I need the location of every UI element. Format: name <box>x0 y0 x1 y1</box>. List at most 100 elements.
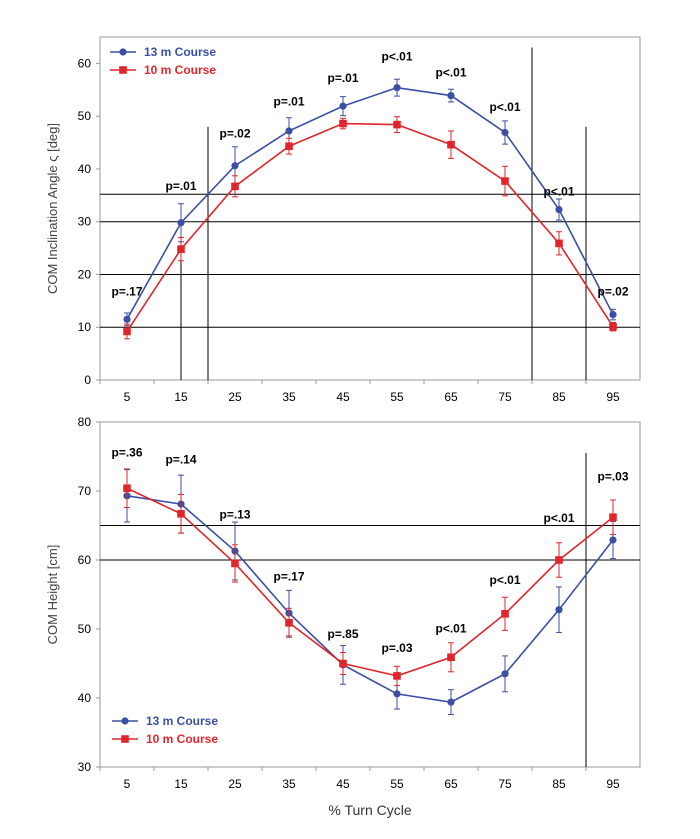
x-tick-label: 5 <box>124 777 131 791</box>
data-point-circle <box>555 205 563 214</box>
x-tick-label: 95 <box>606 777 620 791</box>
p-value-label: p=.02 <box>597 285 628 299</box>
p-value-label: p=.01 <box>273 95 304 109</box>
data-point-circle <box>501 670 509 678</box>
x-tick-label: 35 <box>282 390 296 404</box>
x-tick-label: 65 <box>444 390 458 404</box>
legend-label: 10 m Course <box>144 63 216 77</box>
y-tick-label: 70 <box>78 484 92 498</box>
x-tick-label: 25 <box>228 777 242 791</box>
data-point-square <box>285 618 293 627</box>
data-point-circle <box>555 606 563 614</box>
x-tick-label: 75 <box>498 390 512 404</box>
data-point-square <box>177 509 185 518</box>
data-point-circle <box>123 315 131 323</box>
p-value-label: p=.03 <box>381 641 412 655</box>
data-point-square <box>393 120 401 129</box>
data-point-square <box>555 556 563 564</box>
x-tick-label: 25 <box>228 390 242 404</box>
p-value-label: p=.17 <box>273 570 304 584</box>
legend-label: 13 m Course <box>144 45 216 59</box>
p-value-label: p<.01 <box>489 573 520 587</box>
x-tick-label: 55 <box>390 390 404 404</box>
data-point-circle <box>447 698 455 706</box>
legend-label: 10 m Course <box>146 732 218 746</box>
data-point-square <box>447 140 455 149</box>
series-line-blue <box>126 86 614 320</box>
x-tick-label: 65 <box>444 777 458 791</box>
data-point-circle <box>177 219 185 227</box>
data-point-square <box>177 245 185 253</box>
x-tick-label: 85 <box>552 390 566 404</box>
x-tick-label: 15 <box>174 390 188 404</box>
x-tick-label: 5 <box>124 390 131 404</box>
data-point-square <box>231 182 239 191</box>
x-tick-label: 95 <box>606 390 620 404</box>
p-value-label: p=.14 <box>165 452 196 466</box>
p-value-label: p=.01 <box>327 71 358 85</box>
legend-marker-square <box>121 735 129 743</box>
x-tick-label: 45 <box>336 777 350 791</box>
p-value-label: p<.01 <box>381 50 412 64</box>
p-value-label: p<.01 <box>435 621 466 635</box>
data-point-square <box>231 559 239 568</box>
data-point-square <box>609 513 617 522</box>
data-point-circle <box>339 102 347 110</box>
legend-marker-square <box>119 66 127 74</box>
p-value-label: p=.02 <box>219 126 250 140</box>
data-point-circle <box>393 690 401 698</box>
legend-marker-circle <box>119 48 127 56</box>
p-value-label: p=.85 <box>327 627 358 641</box>
y-tick-label: 80 <box>78 415 92 429</box>
series-line-red <box>126 122 614 332</box>
data-point-square <box>393 672 401 680</box>
data-point-square <box>339 119 347 128</box>
data-point-square <box>501 610 509 618</box>
y-tick-label: 20 <box>78 267 92 281</box>
y-tick-label: 50 <box>78 109 92 123</box>
p-value-label: p<.01 <box>543 184 574 198</box>
legend-marker-circle <box>121 717 129 725</box>
x-tick-label: 55 <box>390 777 404 791</box>
p-value-label: p=.01 <box>165 179 196 193</box>
x-tick-label: 15 <box>174 777 188 791</box>
y-tick-label: 40 <box>78 691 92 705</box>
p-value-label: p<.01 <box>489 100 520 114</box>
p-value-label: p=.36 <box>111 446 142 460</box>
x-tick-label: 35 <box>282 777 296 791</box>
y-tick-label: 10 <box>78 320 92 334</box>
p-value-label: p=.03 <box>597 470 628 484</box>
x-tick-label: 45 <box>336 390 350 404</box>
data-point-square <box>555 239 563 248</box>
y-axis-label: COM Inclination Angle ς [deg] <box>45 123 60 294</box>
data-point-square <box>123 327 131 336</box>
y-tick-label: 50 <box>78 622 92 636</box>
series-line-red <box>126 487 614 677</box>
y-tick-label: 60 <box>78 553 92 567</box>
com-height-panel: 30 40 50 60 70 80 5 15 25 35 45 55 65 75 85 95 COM Heigh… <box>45 415 641 818</box>
y-tick-label: 0 <box>84 373 91 387</box>
data-point-square <box>123 484 131 493</box>
data-point-square <box>447 653 455 662</box>
y-tick-label: 30 <box>78 215 92 229</box>
x-axis-label: % Turn Cycle <box>328 802 411 818</box>
y-axis-label: COM Height [cm] <box>45 545 60 645</box>
x-tick-label: 85 <box>552 777 566 791</box>
p-value-label: p=.17 <box>111 285 142 299</box>
data-point-square <box>285 142 293 151</box>
y-tick-label: 60 <box>78 56 92 70</box>
data-point-square <box>609 322 617 331</box>
data-point-square <box>339 659 347 668</box>
data-point-circle <box>447 91 455 100</box>
y-tick-label: 30 <box>78 760 92 774</box>
data-point-square <box>501 177 509 185</box>
y-tick-label: 40 <box>78 162 92 176</box>
data-point-circle <box>609 536 617 544</box>
data-point-circle <box>501 128 509 137</box>
data-point-circle <box>393 84 401 92</box>
data-point-circle <box>285 127 293 135</box>
p-value-label: p<.01 <box>543 511 574 525</box>
data-point-circle <box>609 310 617 319</box>
p-value-label: p<.01 <box>435 66 466 80</box>
p-value-label: p=.13 <box>219 508 250 522</box>
